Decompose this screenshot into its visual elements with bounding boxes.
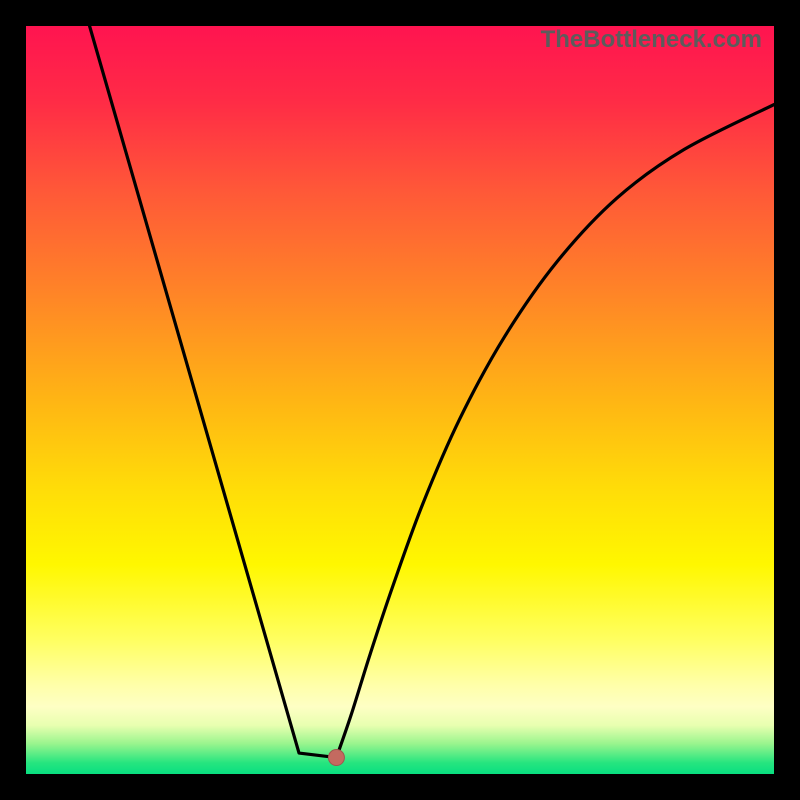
watermark-text: TheBottleneck.com bbox=[541, 26, 762, 54]
chart-frame: TheBottleneck.com bbox=[0, 0, 800, 800]
curve-layer bbox=[26, 26, 774, 774]
bottleneck-curve bbox=[90, 26, 774, 758]
optimum-marker bbox=[328, 750, 344, 766]
